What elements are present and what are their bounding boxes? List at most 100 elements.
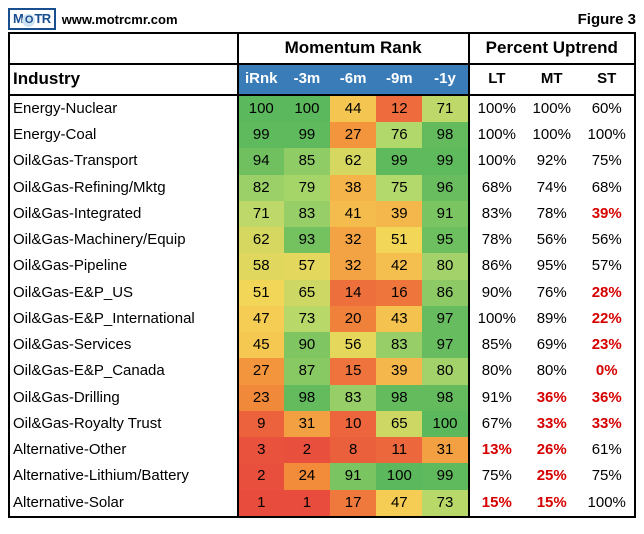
mom-cell: 9 [238, 411, 284, 437]
mom-cell: 11 [376, 437, 422, 463]
mom-cell: 38 [330, 175, 376, 201]
col-6m: -6m [330, 64, 376, 95]
mom-cell: 2 [238, 463, 284, 489]
mom-cell: 83 [330, 385, 376, 411]
pct-cell: 78% [469, 227, 524, 253]
mom-cell: 17 [330, 490, 376, 517]
col-3m: -3m [284, 64, 330, 95]
mom-cell: 3 [238, 437, 284, 463]
mom-cell: 62 [238, 227, 284, 253]
mom-cell: 98 [376, 385, 422, 411]
industry-name: Alternative-Other [9, 437, 238, 463]
table-row: Oil&Gas-Drilling239883989891%36%36% [9, 385, 635, 411]
col-ST: ST [579, 64, 635, 95]
industry-name: Alternative-Lithium/Battery [9, 463, 238, 489]
mom-cell: 86 [422, 280, 468, 306]
pct-cell: 78% [524, 201, 579, 227]
mom-cell: 100 [284, 95, 330, 122]
mom-cell: 91 [330, 463, 376, 489]
table-row: Oil&Gas-E&P_US516514168690%76%28% [9, 280, 635, 306]
pct-cell: 39% [579, 201, 635, 227]
mom-cell: 32 [330, 253, 376, 279]
mom-cell: 15 [330, 358, 376, 384]
mom-cell: 14 [330, 280, 376, 306]
pct-cell: 22% [579, 306, 635, 332]
pct-cell: 69% [524, 332, 579, 358]
table-row: Alternative-Lithium/Battery224911009975%… [9, 463, 635, 489]
col-9m: -9m [376, 64, 422, 95]
table-row: Oil&Gas-Refining/Mktg827938759668%74%68% [9, 175, 635, 201]
mom-cell: 56 [330, 332, 376, 358]
industry-name: Energy-Coal [9, 122, 238, 148]
pct-cell: 25% [524, 463, 579, 489]
mom-cell: 43 [376, 306, 422, 332]
pct-cell: 100% [524, 122, 579, 148]
mom-cell: 65 [376, 411, 422, 437]
pct-cell: 80% [524, 358, 579, 384]
mom-cell: 75 [376, 175, 422, 201]
pct-cell: 90% [469, 280, 524, 306]
mom-cell: 47 [376, 490, 422, 517]
mom-cell: 42 [376, 253, 422, 279]
pct-cell: 83% [469, 201, 524, 227]
mom-cell: 93 [284, 227, 330, 253]
pct-cell: 68% [579, 175, 635, 201]
industry-name: Alternative-Solar [9, 490, 238, 517]
mom-cell: 71 [238, 201, 284, 227]
data-table: Momentum Rank Percent Uptrend Industry i… [8, 32, 636, 518]
pct-cell: 36% [579, 385, 635, 411]
pct-cell: 80% [469, 358, 524, 384]
pct-cell: 68% [469, 175, 524, 201]
mom-cell: 2 [284, 437, 330, 463]
mom-cell: 99 [422, 463, 468, 489]
mom-cell: 31 [422, 437, 468, 463]
section-percent: Percent Uptrend [469, 33, 635, 64]
mom-cell: 31 [284, 411, 330, 437]
mom-cell: 97 [422, 306, 468, 332]
mom-cell: 32 [330, 227, 376, 253]
pct-cell: 91% [469, 385, 524, 411]
logo: MOTR [8, 8, 56, 30]
col-iRnk: iRnk [238, 64, 284, 95]
mom-cell: 62 [330, 148, 376, 174]
pct-cell: 100% [579, 122, 635, 148]
pct-cell: 92% [524, 148, 579, 174]
mom-cell: 12 [376, 95, 422, 122]
mom-cell: 16 [376, 280, 422, 306]
mom-cell: 47 [238, 306, 284, 332]
mom-cell: 51 [376, 227, 422, 253]
mom-cell: 80 [422, 358, 468, 384]
table-row: Alternative-Other328113113%26%61% [9, 437, 635, 463]
mom-cell: 79 [284, 175, 330, 201]
table-row: Oil&Gas-Integrated718341399183%78%39% [9, 201, 635, 227]
mom-cell: 39 [376, 201, 422, 227]
pct-cell: 76% [524, 280, 579, 306]
table-row: Oil&Gas-Pipeline585732428086%95%57% [9, 253, 635, 279]
pct-cell: 26% [524, 437, 579, 463]
mom-cell: 57 [284, 253, 330, 279]
mom-cell: 23 [238, 385, 284, 411]
pct-cell: 60% [579, 95, 635, 122]
industry-name: Oil&Gas-Machinery/Equip [9, 227, 238, 253]
mom-cell: 100 [422, 411, 468, 437]
pct-cell: 85% [469, 332, 524, 358]
mom-cell: 27 [330, 122, 376, 148]
mom-cell: 1 [238, 490, 284, 517]
industry-name: Oil&Gas-Royalty Trust [9, 411, 238, 437]
pct-cell: 28% [579, 280, 635, 306]
table-row: Oil&Gas-Royalty Trust931106510067%33%33% [9, 411, 635, 437]
pct-cell: 86% [469, 253, 524, 279]
mom-cell: 73 [284, 306, 330, 332]
industry-name: Oil&Gas-Drilling [9, 385, 238, 411]
mom-cell: 87 [284, 358, 330, 384]
industry-name: Energy-Nuclear [9, 95, 238, 122]
mom-cell: 41 [330, 201, 376, 227]
pct-cell: 89% [524, 306, 579, 332]
col-LT: LT [469, 64, 524, 95]
table-row: Energy-Coal9999277698100%100%100% [9, 122, 635, 148]
pct-cell: 67% [469, 411, 524, 437]
mom-cell: 65 [284, 280, 330, 306]
col-industry: Industry [9, 64, 238, 95]
pct-cell: 0% [579, 358, 635, 384]
pct-cell: 100% [524, 95, 579, 122]
